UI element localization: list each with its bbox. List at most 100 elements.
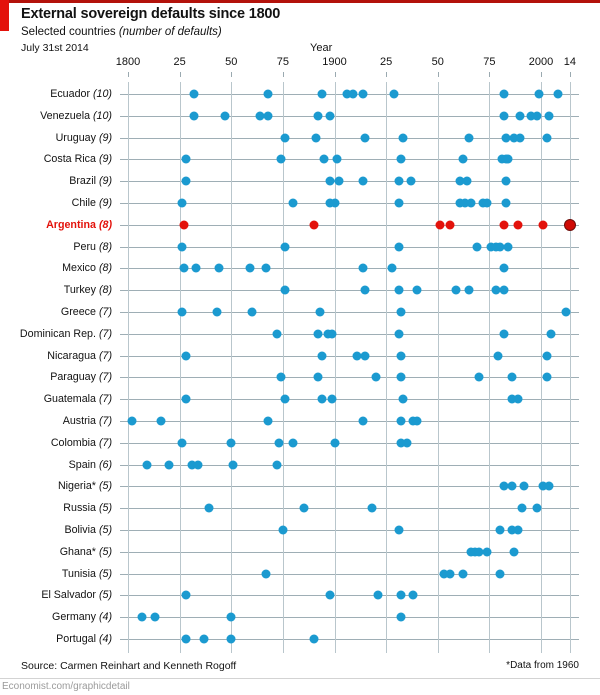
row-gridline [120,268,579,270]
data-point [460,198,470,208]
data-point [499,329,509,339]
year-gridline [541,82,542,653]
data-point [394,525,403,535]
data-point [474,372,484,382]
row-gridline [120,617,579,619]
brand-accent-block [0,0,9,31]
data-point [325,111,335,121]
data-point [542,372,552,382]
data-point [499,89,509,99]
data-point [181,590,191,600]
default-count: (8) [98,284,112,297]
data-point [313,372,323,382]
default-count: (9) [98,197,112,209]
data-point [519,481,529,491]
data-point [394,285,403,295]
data-point [177,438,187,448]
data-point [474,547,484,557]
country-name: Brazil [69,175,99,188]
row-gridline [120,224,579,226]
row-gridline [120,508,579,510]
country-name: Argentina [46,218,99,231]
data-point [499,111,509,121]
country-label-column: Ecuador (10) Venezuela (10) Uruguay (9) Cos… [0,82,112,653]
data-point [495,525,505,535]
data-point [451,285,461,295]
row-gridline [120,399,579,401]
year-gridline [179,82,181,653]
data-point [142,460,152,470]
data-point [507,372,517,382]
data-point [156,416,166,426]
data-point [245,263,255,273]
x-axis-tick-label: 1800 [115,56,141,68]
row-gridline [120,246,579,248]
row-gridline [120,377,579,379]
default-count: (7) [98,349,112,362]
country-label-nicaragua: Nicaragua (7) [47,350,112,362]
x-axis-tick [386,72,388,77]
data-point [394,198,403,208]
country-label-bolivia: Bolivia (5) [64,524,112,536]
data-point [177,242,187,252]
data-point [534,89,544,99]
data-point [164,460,174,470]
data-point [358,416,368,426]
default-count: (7) [98,371,112,384]
default-count: (5) [98,502,112,515]
data-point [542,351,552,361]
data-point [495,569,505,579]
x-axis-tick [179,72,181,77]
data-point [396,372,406,382]
country-name: Tunisia [61,567,99,580]
data-point [226,438,236,448]
data-point [342,89,352,99]
country-label-uruguay: Uruguay (9) [56,132,112,144]
country-name: Greece [60,306,99,318]
data-point [513,220,523,230]
data-point [263,416,273,426]
data-point [255,111,265,121]
default-count: (5) [98,480,112,493]
country-name: Paraguay [50,371,99,384]
data-point [396,307,406,317]
data-point [509,547,519,557]
data-point [181,351,191,361]
data-point [394,329,403,339]
data-point [503,242,513,252]
top-rule [0,0,600,3]
data-point [435,220,445,230]
brand-url: Economist.com/graphicdetail [2,681,130,692]
country-name: Nigeria* [57,480,99,493]
x-axis-tick-label: 75 [276,56,289,68]
data-point [127,416,137,426]
data-point [309,634,319,644]
country-name: Russia [63,502,99,515]
data-point [491,285,501,295]
data-point [493,351,503,361]
country-label-colombia: Colombia (7) [51,437,112,449]
data-point [472,242,482,252]
data-point [412,285,422,295]
country-label-dominican-rep: Dominican Rep. (7) [20,328,112,340]
source-note: Source: Carmen Reinhart and Kenneth Rogo… [21,660,237,672]
data-point [276,154,286,164]
data-point [462,176,472,186]
data-point [317,394,327,404]
data-point [179,220,189,230]
data-point [360,285,370,295]
country-label-turkey: Turkey (8) [64,284,112,296]
row-gridline [120,551,579,553]
data-point [394,176,403,186]
row-gridline [120,290,579,292]
chart-date: July 31st 2014 [21,42,89,54]
country-label-costa-rica: Costa Rica (9) [44,153,112,165]
country-name: Germany [52,611,99,624]
data-point [360,133,370,143]
x-axis-tick-label: 1900 [322,56,347,68]
data-point [515,133,525,143]
country-label-el-salvador: El Salvador (5) [41,589,112,601]
default-count: (8) [98,218,112,231]
data-point [226,612,236,622]
